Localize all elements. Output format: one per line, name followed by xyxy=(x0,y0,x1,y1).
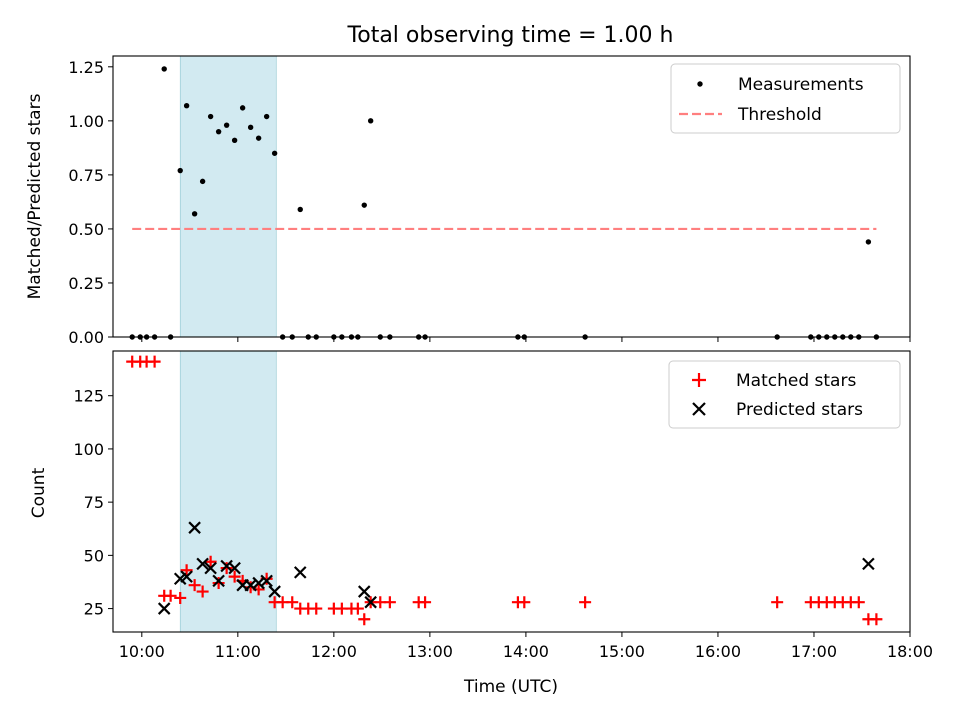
matched-star-point xyxy=(164,589,177,602)
predicted-star-point xyxy=(228,561,241,575)
measurement-point xyxy=(161,66,167,72)
matched-star-point xyxy=(196,585,209,598)
measurement-point xyxy=(183,103,190,109)
top-y-tick-label: 1.25 xyxy=(68,58,104,77)
top-panel-frame xyxy=(112,55,911,338)
top-y-tick-label: 0.00 xyxy=(68,328,104,347)
matched-star-point xyxy=(286,596,299,609)
measurements-legend-label: Measurements xyxy=(738,75,864,95)
predicted-star-point xyxy=(862,557,875,571)
bottom-y-tick-label: 25 xyxy=(84,600,104,619)
matched-star-point xyxy=(212,577,225,590)
bottom-y-tick-label: 125 xyxy=(73,387,104,406)
bottom-legend-box xyxy=(668,360,901,429)
matched-star-point xyxy=(579,596,592,609)
measurement-point xyxy=(177,167,183,174)
matched-star-point xyxy=(771,596,784,609)
predicted-star-point xyxy=(357,585,371,598)
top-y-tick-label: 0.50 xyxy=(68,220,104,239)
measurement-point xyxy=(239,105,246,111)
bottom-x-tick-label: 17:00 xyxy=(791,642,837,661)
matched-star-point xyxy=(188,579,201,592)
threshold-legend-label: Threshold xyxy=(737,105,822,125)
measurement-point xyxy=(361,202,367,208)
matched-stars-legend-marker xyxy=(692,373,706,387)
matched-stars-legend-label: Matched stars xyxy=(736,371,856,391)
bottom-x-tick-label: 10:00 xyxy=(119,642,165,661)
matched-star-point xyxy=(358,613,371,626)
matched-star-point xyxy=(383,596,396,609)
top-legend-box xyxy=(670,63,901,134)
bottom-panel-ylabel: Count xyxy=(29,467,49,518)
top-panel: Total observing time = 1.00 h Matched/Pr… xyxy=(25,23,911,347)
top-y-tick-label: 1.00 xyxy=(68,112,104,131)
top-panel-ylabel: Matched/Predicted stars xyxy=(25,93,45,299)
predicted-star-point xyxy=(196,557,209,571)
bottom-panel: Count Time (UTC) 25 50 75 100 125 10:00 11:00 1… xyxy=(29,350,933,697)
bottom-y-tick-label: 50 xyxy=(84,546,104,565)
bottom-panel-xlabel: Time (UTC) xyxy=(463,677,558,697)
measurement-point xyxy=(255,135,262,141)
top-y-tick-label: 0.75 xyxy=(68,166,104,185)
predicted-star-point xyxy=(188,521,201,534)
bottom-x-tick-label: 15:00 xyxy=(599,642,645,661)
top-panel-legend: Measurements Threshold xyxy=(670,63,901,134)
measurement-point xyxy=(297,206,303,213)
measurement-point xyxy=(247,124,254,131)
predicted-star-point xyxy=(293,566,307,579)
measurement-point xyxy=(367,118,374,124)
predicted-star-point xyxy=(260,574,273,588)
bottom-panel-legend: Matched stars Predicted stars xyxy=(668,360,901,429)
measurement-point xyxy=(207,113,214,120)
measurement-point xyxy=(231,137,238,143)
measurement-point xyxy=(865,239,872,245)
matched-star-point xyxy=(220,562,233,575)
predicted-stars-legend-marker xyxy=(692,402,706,416)
predicted-star-point xyxy=(157,602,171,615)
bottom-x-tick-label: 14:00 xyxy=(503,642,549,661)
matched-star-point xyxy=(518,596,531,609)
top-panel-title: Total observing time = 1.00 h xyxy=(347,23,674,48)
measurement-point xyxy=(271,150,278,156)
measurement-point xyxy=(191,211,198,217)
matched-star-point xyxy=(204,555,217,568)
matched-star-point xyxy=(180,564,193,577)
matched-star-point xyxy=(148,355,161,368)
bottom-panel-plot: 25 50 75 100 125 10:00 11:00 12:00 13:00 14:00 15:… xyxy=(73,355,933,661)
predicted-star-point xyxy=(268,585,281,598)
bottom-x-tick-label: 11:00 xyxy=(215,642,261,661)
bottom-y-tick-label: 75 xyxy=(84,493,104,512)
bottom-y-tick-label: 100 xyxy=(73,440,104,459)
matched-star-point xyxy=(310,602,323,615)
matched-star-point xyxy=(174,591,187,604)
bottom-x-tick-label: 18:00 xyxy=(887,642,933,661)
bottom-x-tick-label: 13:00 xyxy=(407,642,453,661)
matched-star-point xyxy=(351,602,364,615)
predicted-star-point xyxy=(180,570,193,583)
top-panel-span xyxy=(179,55,277,338)
bottom-panel-frame xyxy=(112,350,911,633)
predicted-star-point xyxy=(212,574,225,588)
predicted-star-point xyxy=(204,561,217,575)
measurement-point xyxy=(263,113,270,120)
matched-star-point xyxy=(870,613,883,626)
bottom-x-tick-label: 16:00 xyxy=(695,642,741,661)
measurement-point xyxy=(199,178,206,185)
matched-star-point xyxy=(419,596,432,609)
matched-star-point xyxy=(852,596,865,609)
measurements-legend-marker xyxy=(697,81,703,87)
measurement-point xyxy=(223,122,230,128)
top-panel-plot: 0.00 0.25 0.50 0.75 1.00 1.25 xyxy=(68,58,911,347)
measurement-point xyxy=(215,128,222,135)
predicted-stars-legend-label: Predicted stars xyxy=(736,400,863,420)
bottom-x-tick-label: 12:00 xyxy=(311,642,357,661)
predicted-star-point xyxy=(364,595,377,609)
matched-star-point xyxy=(228,570,241,583)
top-y-tick-label: 0.25 xyxy=(68,274,104,293)
